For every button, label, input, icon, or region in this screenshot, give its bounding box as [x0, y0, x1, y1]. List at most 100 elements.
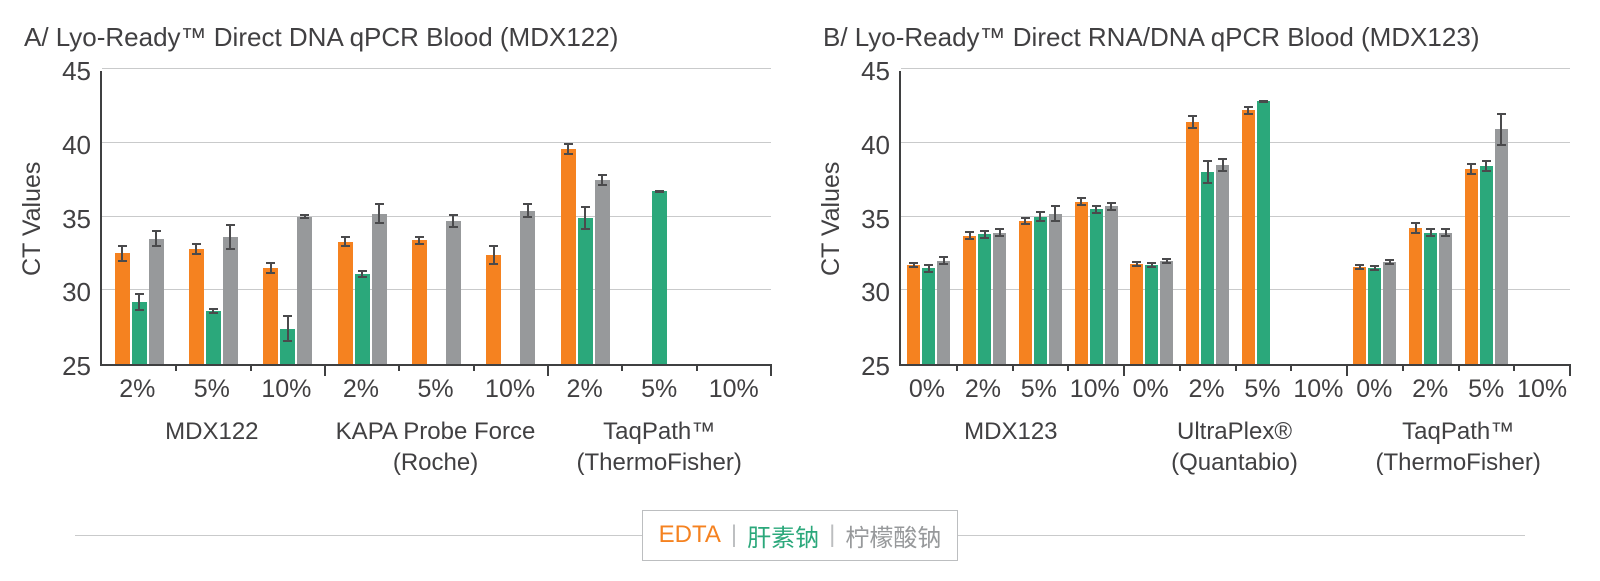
category-cell — [957, 71, 1013, 364]
error-bar-line — [1095, 204, 1098, 214]
error-bar-cap-bottom — [1050, 220, 1060, 223]
error-bar-cap-bottom — [191, 252, 201, 255]
bar-slot — [354, 71, 370, 364]
error-bar — [1411, 222, 1421, 235]
y-tick-label: 35 — [861, 203, 890, 234]
footer: EDTA | 肝素钠 | 柠檬酸钠 — [0, 506, 1600, 564]
bar-slot — [222, 71, 238, 364]
error-bar-cap-bottom — [1426, 235, 1436, 238]
y-tick-label: 30 — [861, 277, 890, 308]
error-bar — [939, 256, 949, 266]
chart-panel-a: A/ Lyo-Ready™ Direct DNA qPCR Blood (MDX… — [18, 14, 772, 478]
error-bar-cap-bottom — [939, 263, 949, 266]
group-label-line: MDX122 — [165, 418, 259, 445]
error-bar-line — [1024, 216, 1027, 226]
bar-柠檬酸钠 — [445, 220, 461, 364]
bar-肝素钠 — [280, 328, 296, 364]
bar-slot — [188, 71, 204, 364]
error-bar-cap-top — [1411, 222, 1421, 225]
x-axis-tick — [1011, 364, 1014, 371]
bar-EDTA — [411, 240, 427, 364]
bar-slot — [148, 71, 164, 364]
error-bar-cap-bottom — [117, 260, 127, 263]
error-bar-line — [286, 315, 289, 342]
bar-slot — [560, 71, 576, 364]
error-bar-cap-bottom — [1481, 170, 1491, 173]
bar-EDTA — [114, 253, 130, 364]
error-bar — [597, 173, 607, 186]
error-bar — [1258, 100, 1268, 103]
chart-b-title: B/ Lyo-Ready™ Direct RNA/DNA qPCR Blood … — [823, 22, 1480, 52]
error-bar — [1132, 260, 1142, 267]
bar-EDTA — [963, 235, 977, 364]
x-axis-tick — [621, 364, 624, 371]
category-cell — [1514, 71, 1570, 364]
error-bar-cap-top — [1162, 257, 1172, 260]
error-bar — [1091, 204, 1101, 214]
error-bar — [283, 315, 293, 342]
error-bar-cap-top — [357, 269, 367, 272]
error-bar-line — [998, 228, 1001, 238]
bar-肝素钠 — [651, 191, 667, 364]
x-tick-label: 5% — [417, 375, 454, 403]
x-tick-group: 2% 5% 10% — [100, 375, 324, 404]
error-bar-cap-top — [151, 229, 161, 232]
error-bar-cap-bottom — [300, 217, 310, 220]
bar-EDTA — [1464, 169, 1478, 364]
error-bar-cap-top — [1466, 163, 1476, 166]
error-bar-line — [983, 229, 986, 239]
error-bar-line — [1414, 222, 1417, 235]
y-axis-label: CT Values — [817, 161, 845, 276]
legend-separator: | — [829, 521, 836, 548]
error-bar — [1020, 216, 1030, 226]
bar-groups — [901, 71, 1570, 364]
bar-slot — [1439, 71, 1453, 364]
bar-EDTA — [1409, 228, 1423, 364]
error-bar-cap-bottom — [1203, 182, 1213, 185]
error-bar-line — [269, 262, 272, 275]
error-bar-line — [303, 213, 306, 220]
group-label: MDX122 — [100, 416, 324, 447]
error-bar — [266, 262, 276, 275]
error-bar — [654, 189, 664, 193]
error-bar-line — [492, 244, 495, 266]
bar-柠檬酸钠 — [993, 232, 1007, 364]
bar-slot — [114, 71, 130, 364]
error-bar-line — [1080, 197, 1083, 207]
error-bar-cap-top — [117, 244, 127, 247]
bar-柠檬酸钠 — [371, 213, 387, 364]
bar-slot — [1551, 71, 1564, 364]
error-bar — [563, 142, 573, 155]
x-tick-label: 5% — [193, 375, 230, 403]
error-bar-cap-bottom — [374, 221, 384, 224]
x-axis-tick — [1067, 364, 1070, 371]
category-cell — [1124, 71, 1180, 364]
error-bar-cap-bottom — [1218, 170, 1228, 173]
legend-item-肝素钠: 肝素钠 — [747, 524, 820, 552]
error-bar-line — [155, 229, 158, 248]
bar-肝素钠 — [1089, 209, 1103, 364]
error-bar-cap-top — [1496, 113, 1506, 116]
error-bar-line — [1039, 210, 1042, 223]
gridline — [901, 141, 1570, 143]
error-bar — [1355, 263, 1365, 270]
error-bar — [1162, 257, 1172, 264]
x-axis-tick — [1123, 364, 1125, 376]
bar-肝素钠 — [1479, 166, 1493, 364]
x-tick-group: 2% 5% 10% — [547, 375, 771, 404]
bar-柠檬酸钠 — [1383, 262, 1397, 364]
gridline — [102, 215, 771, 217]
error-bar-cap-bottom — [414, 242, 424, 245]
category-cell — [1180, 71, 1236, 364]
error-bar-cap-top — [939, 256, 949, 259]
y-tick-label: 45 — [861, 56, 890, 86]
error-bar-cap-bottom — [1188, 127, 1198, 130]
error-bar-cap-top — [191, 243, 201, 246]
bar-slot — [337, 71, 353, 364]
bar-slot — [371, 71, 387, 364]
error-bar-cap-bottom — [225, 248, 235, 251]
error-bar-cap-top — [597, 173, 607, 176]
error-bar-cap-bottom — [340, 245, 350, 248]
bar-slot — [1272, 71, 1285, 364]
